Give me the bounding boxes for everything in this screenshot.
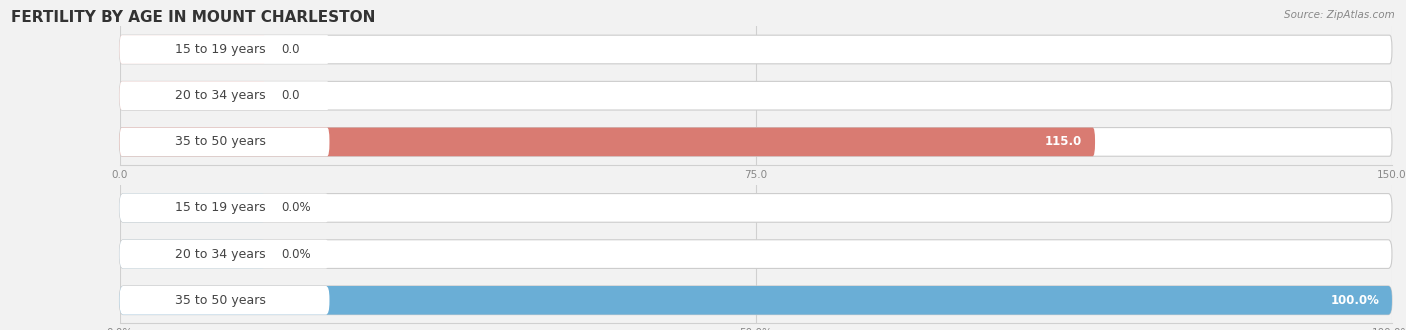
FancyBboxPatch shape xyxy=(120,82,266,110)
Text: 15 to 19 years: 15 to 19 years xyxy=(174,43,266,56)
Text: 15 to 19 years: 15 to 19 years xyxy=(174,201,266,214)
FancyBboxPatch shape xyxy=(120,240,266,268)
Text: FERTILITY BY AGE IN MOUNT CHARLESTON: FERTILITY BY AGE IN MOUNT CHARLESTON xyxy=(11,10,375,25)
FancyBboxPatch shape xyxy=(120,286,329,314)
FancyBboxPatch shape xyxy=(120,35,266,64)
FancyBboxPatch shape xyxy=(120,286,1392,314)
Text: 100.0%: 100.0% xyxy=(1330,294,1379,307)
FancyBboxPatch shape xyxy=(120,128,1095,156)
FancyBboxPatch shape xyxy=(120,128,329,156)
FancyBboxPatch shape xyxy=(120,194,266,222)
Text: 0.0%: 0.0% xyxy=(281,248,311,261)
FancyBboxPatch shape xyxy=(120,286,1392,314)
FancyBboxPatch shape xyxy=(120,240,329,268)
FancyBboxPatch shape xyxy=(120,240,1392,268)
FancyBboxPatch shape xyxy=(120,194,1392,222)
Text: 0.0: 0.0 xyxy=(281,43,299,56)
FancyBboxPatch shape xyxy=(120,194,329,222)
FancyBboxPatch shape xyxy=(120,35,1392,64)
Text: 20 to 34 years: 20 to 34 years xyxy=(174,89,266,102)
Text: 0.0: 0.0 xyxy=(281,89,299,102)
Text: 20 to 34 years: 20 to 34 years xyxy=(174,248,266,261)
FancyBboxPatch shape xyxy=(120,82,1392,110)
Text: 0.0%: 0.0% xyxy=(281,201,311,214)
Text: 35 to 50 years: 35 to 50 years xyxy=(174,294,266,307)
Text: Source: ZipAtlas.com: Source: ZipAtlas.com xyxy=(1284,10,1395,20)
FancyBboxPatch shape xyxy=(120,82,329,110)
FancyBboxPatch shape xyxy=(120,128,1392,156)
FancyBboxPatch shape xyxy=(120,35,329,64)
Text: 35 to 50 years: 35 to 50 years xyxy=(174,135,266,148)
Text: 115.0: 115.0 xyxy=(1045,135,1083,148)
